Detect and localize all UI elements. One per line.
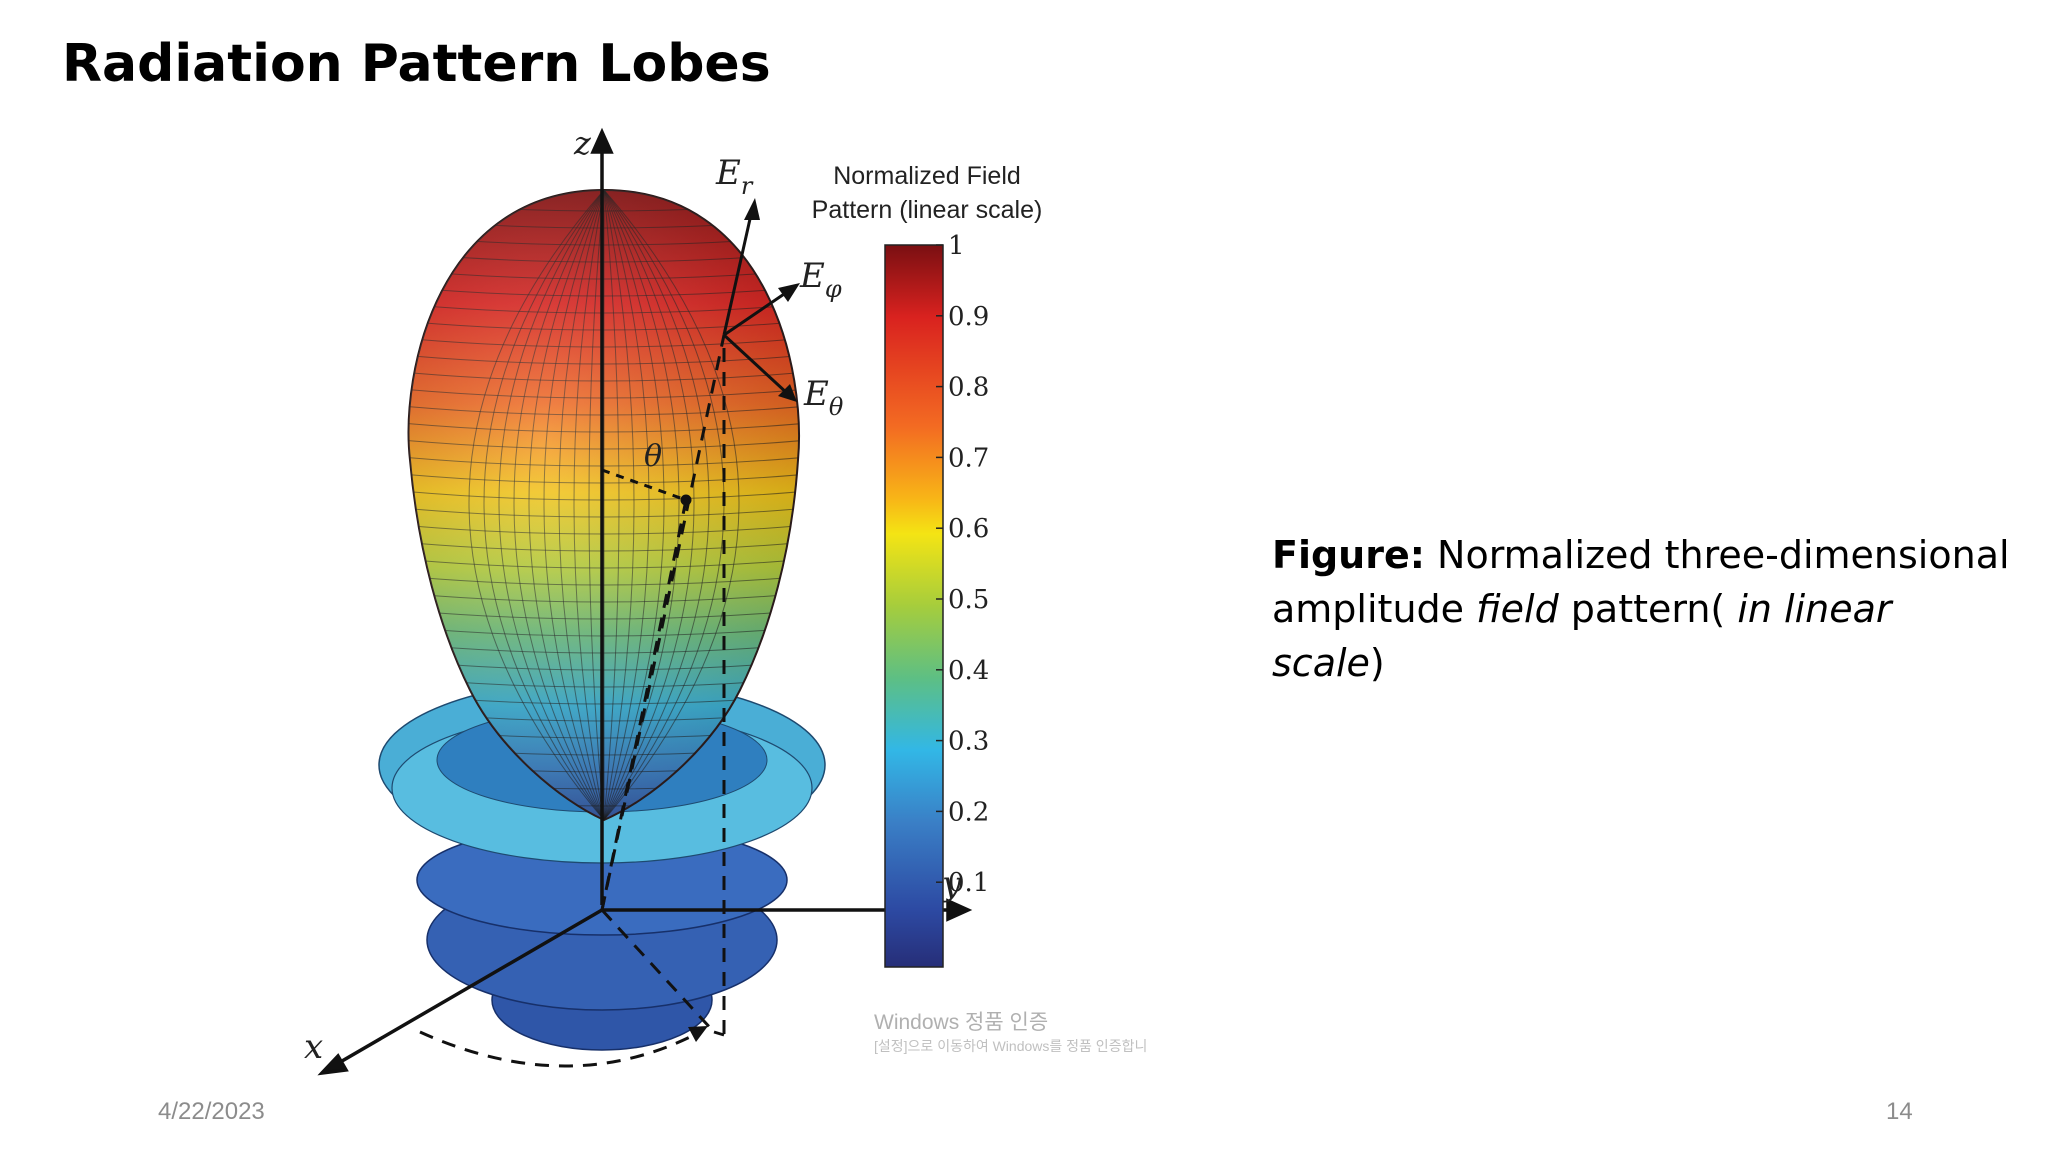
field-vectors [419,198,800,1068]
slide-title: Radiation Pattern Lobes [62,34,771,94]
colorbar-gradient [884,244,944,968]
theta-label: θ [644,439,662,474]
slide-date: 4/22/2023 [158,1098,265,1125]
ephi-label: Eφ [799,256,842,303]
caption-text-3: ) [1369,641,1385,685]
caption-em-linear: in linear scale [1272,587,1892,685]
colorbar-tick-label: 0.1 [948,868,989,898]
z-axis-label: z [573,124,592,162]
slide-number: 14 [1886,1098,1913,1125]
colorbar-title-line2: Pattern (linear scale) [812,196,1043,224]
colorbar-tick-label: 1 [948,231,965,261]
activation-watermark-text: [설정]으로 이동하여 Windows를 정품 인증합니 [874,1038,1148,1054]
colorbar-tick-label: 0.4 [948,656,989,686]
x-axis-label: x [304,1027,323,1067]
y-axis-label: y [940,864,962,904]
colorbar-tick-label: 0.3 [948,727,989,757]
colorbar-tick-label: 0.2 [948,797,989,827]
colorbar-tick-label: 0.9 [948,302,989,332]
colorbar-tick-label: 0.7 [948,443,989,473]
colorbar-title-line1: Normalized Field [833,162,1021,190]
caption-em-field: field [1476,587,1559,631]
figure-caption: Figure: Normalized three-dimensional amp… [1272,528,2012,690]
radiation-pattern-figure: z y x Er Eφ Eθ θ Normalized Field Patter… [300,120,1230,1085]
activation-watermark-title: Windows 정품 인증 [874,1011,1049,1034]
colorbar-tick-label: 0.5 [948,585,989,615]
colorbar-tick-label: 0.6 [948,514,989,544]
caption-text-2: pattern( [1558,587,1738,631]
etheta-label: Eθ [803,374,844,421]
pattern-diagram: z y x Er Eφ Eθ θ Normalized Field Patter… [304,124,1043,1076]
caption-label: Figure: [1272,533,1425,577]
colorbar: Normalized Field Pattern (linear scale) … [812,162,1043,968]
caption-text-1: Normalized three-dimensional amplitude [1272,533,2010,631]
er-label: Er [715,153,754,200]
colorbar-tick-label: 0.8 [948,373,989,403]
